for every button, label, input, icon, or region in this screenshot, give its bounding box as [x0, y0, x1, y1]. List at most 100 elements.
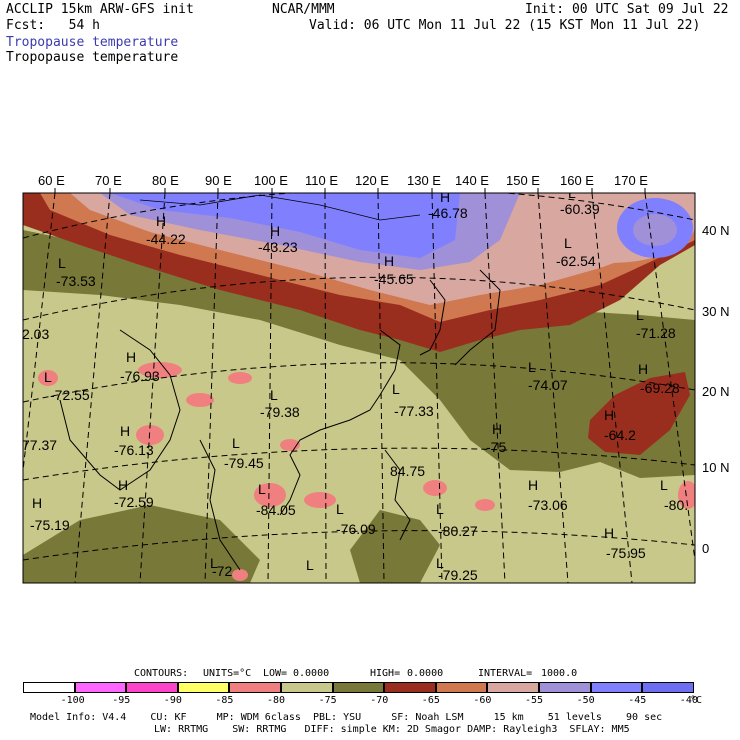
longitude-label: 130 E	[407, 173, 441, 188]
legend-tick-label: -60	[473, 695, 492, 706]
contour-value-label: -77.33	[394, 403, 434, 419]
high-marker: H	[440, 189, 450, 205]
interval-label: INTERVAL=	[478, 668, 533, 679]
high-marker: H	[120, 423, 130, 439]
contour-value-label: -71.28	[636, 325, 676, 341]
legend-swatch	[281, 682, 333, 693]
legend-tick-label: -100	[60, 695, 85, 706]
high-marker: H	[270, 223, 280, 239]
legend-tick-label: -80	[267, 695, 286, 706]
legend-tick-label: -90	[163, 695, 182, 706]
contour-value-label: -72	[212, 563, 232, 579]
legend-tick-label: -65	[421, 695, 440, 706]
contour-value-label: -80.	[664, 497, 688, 513]
color-legend-unit: °C	[690, 695, 703, 706]
contour-value-label: -72.55	[50, 387, 90, 403]
legend-tick-label: -85	[215, 695, 234, 706]
contour-value-label: 77.37	[22, 437, 57, 453]
high-marker: H	[32, 495, 42, 511]
high-marker: H	[604, 525, 614, 541]
low-value: 0.0000	[293, 668, 330, 679]
low-marker: L	[660, 477, 668, 493]
low-marker: L	[44, 369, 52, 385]
contour-value-label: -79.45	[224, 455, 264, 471]
longitude-label: 100 E	[254, 173, 288, 188]
low-marker: L	[58, 255, 66, 271]
field-title-contour: Tropopause temperature	[6, 50, 179, 65]
forecast-hour: Fcst: 54 h	[6, 18, 100, 33]
init-time: Init: 00 UTC Sat 09 Jul 22	[525, 2, 729, 17]
legend-tick-label: -95	[112, 695, 131, 706]
contour-value-label: -75.19	[30, 517, 70, 533]
longitude-label: 170 E	[614, 173, 648, 188]
legend-swatch	[177, 682, 230, 693]
contours-label: CONTOURS:	[134, 668, 189, 679]
high-marker: H	[492, 421, 502, 437]
longitude-label: 120 E	[355, 173, 389, 188]
low-marker: L	[392, 381, 400, 397]
contour-value-label: -75	[486, 439, 506, 455]
contour-value-label: -72.59	[114, 494, 154, 510]
contour-value-label: 2.03	[22, 326, 49, 342]
legend-tick-label: -45	[628, 695, 647, 706]
low-marker: L	[306, 557, 314, 573]
contour-value-label: -45.65	[374, 271, 414, 287]
high-marker: H	[384, 253, 394, 269]
valid-time: Valid: 06 UTC Mon 11 Jul 22 (15 KST Mon …	[309, 18, 701, 33]
high-marker: H	[118, 477, 128, 493]
latitude-label: 0	[702, 541, 709, 556]
high-marker: H	[126, 349, 136, 365]
longitude-label: 80 E	[152, 173, 179, 188]
high-marker: H	[528, 477, 538, 493]
contour-value-label: -73.06	[528, 497, 568, 513]
latitude-label: 30 N	[702, 304, 729, 319]
low-marker: L	[210, 555, 218, 571]
low-marker: L	[528, 359, 536, 375]
contour-value-label: -76.09	[336, 521, 376, 537]
contour-value-label: 84.75	[390, 463, 425, 479]
legend-swatch	[229, 682, 281, 693]
high-marker: H	[638, 361, 648, 377]
contour-value-label: -60.39	[560, 201, 600, 217]
legend-swatch	[590, 682, 643, 693]
high-label: HIGH=	[370, 668, 401, 679]
contour-value-label: -76.13	[114, 442, 154, 458]
model-info-line1: Model Info: V4.4 CU: KF MP: WDM 6class P…	[30, 712, 663, 723]
organization: NCAR/MMM	[272, 2, 335, 17]
contour-value-label: -80.27	[438, 523, 478, 539]
legend-swatch	[23, 682, 75, 693]
latitude-label: 10 N	[702, 460, 729, 475]
low-marker: L	[568, 185, 576, 201]
legend-swatch	[384, 682, 436, 693]
low-marker: L	[336, 501, 344, 517]
units-label: UNITS=°C	[203, 668, 252, 679]
latitude-label: 20 N	[702, 384, 729, 399]
contour-value-label: -76.93	[120, 368, 160, 384]
low-marker: L	[564, 235, 572, 251]
legend-tick-label: -70	[370, 695, 389, 706]
high-marker: H	[156, 213, 166, 229]
legend-tick-label: -40	[679, 695, 698, 706]
low-label: LOW=	[263, 668, 288, 679]
legend-swatch	[332, 682, 385, 693]
legend-tick-label: -55	[525, 695, 544, 706]
legend-tick-label: -75	[318, 695, 337, 706]
contour-value-label: -75.95	[606, 545, 646, 561]
longitude-label: 140 E	[455, 173, 489, 188]
high-marker: H	[604, 407, 614, 423]
legend-swatch	[487, 682, 539, 693]
contour-value-label: -74.07	[528, 377, 568, 393]
legend-swatch	[642, 682, 694, 693]
contour-value-label: -44.22	[146, 231, 186, 247]
legend-swatch	[74, 682, 127, 693]
longitude-label: 60 E	[38, 173, 65, 188]
contour-value-label: -43.23	[258, 239, 298, 255]
low-marker: L	[258, 481, 266, 497]
contour-value-label: -73.53	[56, 273, 96, 289]
legend-swatch	[539, 682, 591, 693]
contour-value-label: -69.28	[640, 380, 680, 396]
contour-value-label: -62.54	[556, 253, 596, 269]
longitude-label: 110 E	[305, 173, 338, 188]
field-title-shaded: Tropopause temperature	[6, 35, 179, 50]
